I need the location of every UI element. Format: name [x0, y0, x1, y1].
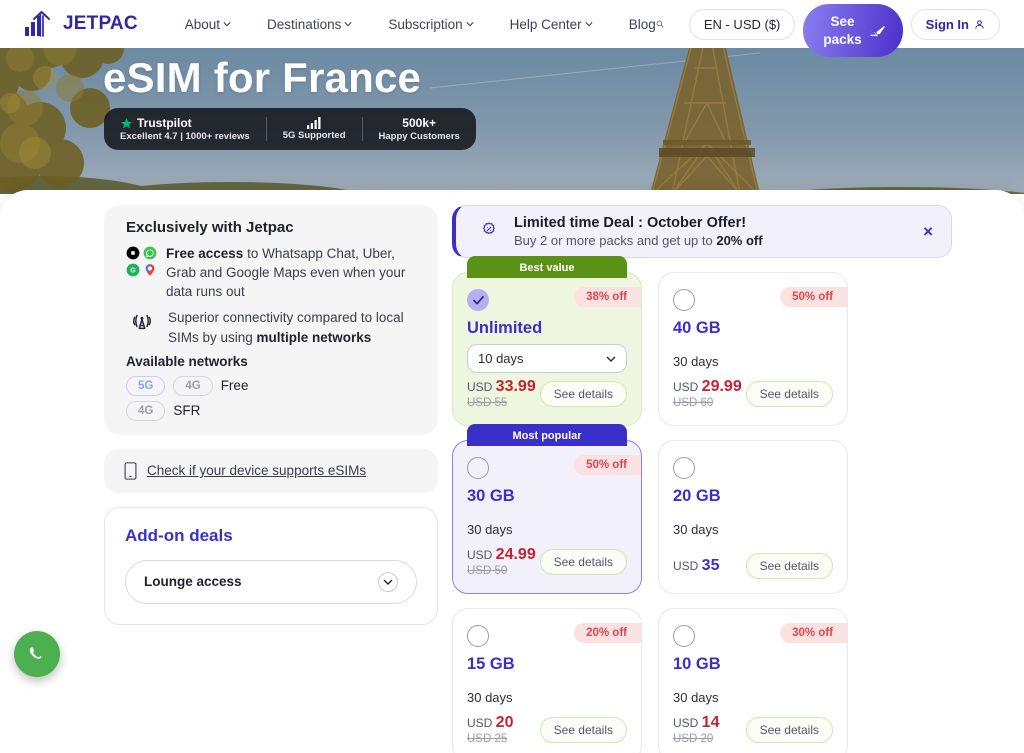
svg-text:G: G: [130, 268, 136, 275]
